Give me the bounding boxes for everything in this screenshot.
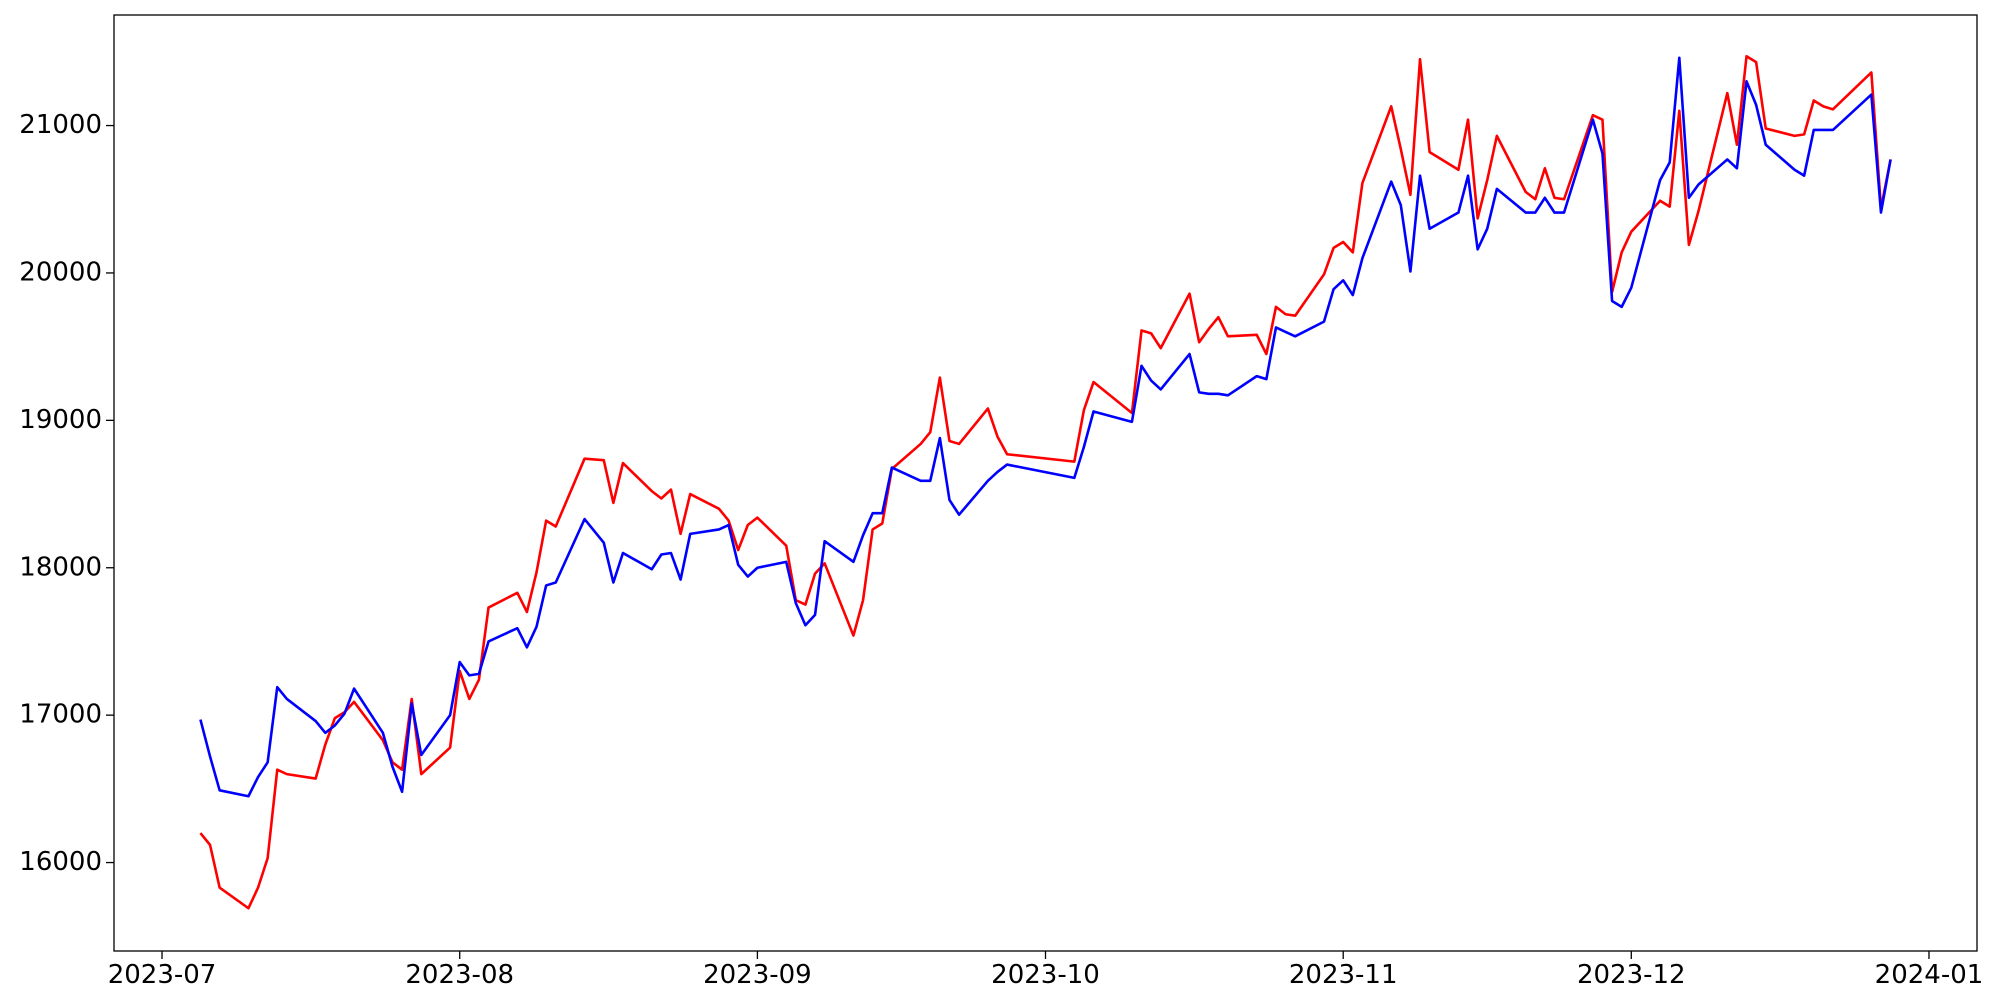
x-tick-label: 2023-11	[1289, 960, 1398, 990]
x-tick-label: 2024-01	[1875, 960, 1984, 990]
y-tick-label: 18000	[19, 552, 102, 582]
series-line	[199, 54, 1892, 910]
x-tick-label: 2023-08	[405, 960, 514, 990]
x-tick-label: 2023-07	[108, 960, 217, 990]
x-tick-label: 2023-09	[703, 960, 812, 990]
y-tick-label: 19000	[19, 405, 102, 435]
y-tick-label: 17000	[19, 700, 102, 730]
y-tick-label: 16000	[19, 847, 102, 877]
x-tick-label: 2023-12	[1577, 960, 1686, 990]
y-tick-label: 21000	[19, 110, 102, 140]
series-line	[199, 56, 1892, 798]
y-tick-label: 20000	[19, 257, 102, 287]
x-tick-label: 2023-10	[991, 960, 1100, 990]
plot-frame	[113, 14, 1978, 952]
